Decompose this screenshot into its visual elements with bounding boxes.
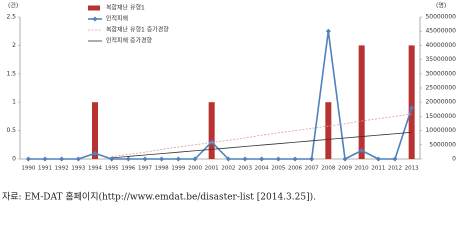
x-tick-label: 2000 bbox=[188, 166, 202, 172]
x-tick-label: 2008 bbox=[321, 166, 335, 172]
x-tick-label: 2011 bbox=[371, 166, 385, 172]
line bbox=[111, 113, 412, 158]
marker bbox=[259, 156, 265, 162]
x-tick-label: 1998 bbox=[155, 166, 169, 172]
y-unit: (건) bbox=[8, 2, 18, 10]
y-tick-label: 2.5 bbox=[6, 14, 16, 21]
x-tick-label: 2010 bbox=[355, 166, 369, 172]
x-tick-label: 2004 bbox=[255, 166, 269, 172]
marker bbox=[409, 105, 415, 111]
x-tick-label: 2003 bbox=[238, 166, 252, 172]
x-tick-label: 1992 bbox=[55, 166, 69, 172]
x-tick-label: 2012 bbox=[388, 166, 402, 172]
y2-tick-label: 30000000 bbox=[425, 70, 456, 77]
marker bbox=[142, 156, 148, 162]
y2-tick-label: 45000000 bbox=[425, 28, 456, 35]
legend-label: 복합재난 유형1 증가경향 bbox=[106, 26, 169, 34]
marker bbox=[209, 139, 215, 145]
marker bbox=[75, 156, 81, 162]
y2-tick-label: 15000000 bbox=[425, 113, 456, 120]
x-tick-label: 1996 bbox=[121, 166, 135, 172]
y2-tick-label: 0 bbox=[452, 156, 456, 163]
legend-label: 인적피해 bbox=[106, 15, 128, 23]
x-tick-label: 1995 bbox=[105, 166, 119, 172]
x-tick-label: 2006 bbox=[288, 166, 302, 172]
y2-tick-label: 25000000 bbox=[425, 85, 456, 92]
y-tick-label: 2 bbox=[12, 42, 16, 49]
marker bbox=[192, 156, 198, 162]
legend-marker bbox=[92, 16, 98, 22]
y2-tick-label: 5000000 bbox=[429, 141, 456, 148]
marker bbox=[225, 156, 231, 162]
y2-tick-label: 40000000 bbox=[425, 42, 456, 49]
marker bbox=[59, 156, 65, 162]
x-tick-label: 1993 bbox=[71, 166, 85, 172]
marker bbox=[125, 156, 131, 162]
marker bbox=[342, 156, 348, 162]
marker bbox=[109, 156, 115, 162]
marker bbox=[325, 28, 331, 34]
x-tick-label: 1991 bbox=[38, 166, 52, 172]
marker bbox=[392, 156, 398, 162]
legend-swatch bbox=[88, 5, 100, 11]
bar bbox=[358, 45, 365, 159]
x-tick-label: 2001 bbox=[205, 166, 219, 172]
y-tick-label: 0.5 bbox=[6, 127, 16, 134]
y2-tick-label: 35000000 bbox=[425, 56, 456, 63]
x-tick-label: 2013 bbox=[405, 166, 419, 172]
marker bbox=[292, 156, 298, 162]
x-tick-label: 2005 bbox=[271, 166, 285, 172]
line bbox=[111, 131, 412, 159]
line bbox=[28, 31, 413, 161]
marker bbox=[175, 156, 181, 162]
marker bbox=[275, 156, 281, 162]
y2-tick-label: 50000000 bbox=[425, 14, 456, 21]
marker bbox=[359, 147, 365, 153]
y2-tick-label: 10000000 bbox=[425, 127, 456, 134]
bar bbox=[208, 102, 215, 159]
x-tick-label: 2009 bbox=[338, 166, 352, 172]
marker bbox=[375, 156, 381, 162]
marker bbox=[159, 156, 165, 162]
x-tick-label: 1990 bbox=[21, 166, 35, 172]
marker bbox=[242, 156, 248, 162]
bar bbox=[408, 45, 415, 159]
x-tick-label: 2007 bbox=[305, 166, 319, 172]
y-tick-label: 1 bbox=[12, 99, 16, 106]
marker bbox=[42, 156, 48, 162]
y-tick-label: 0 bbox=[12, 156, 16, 163]
chart: (건) (명) 자료: EM-DAT 홈페이지(http://www.emdat… bbox=[2, 2, 456, 203]
marker bbox=[309, 156, 315, 162]
x-tick-label: 1997 bbox=[138, 166, 152, 172]
x-tick-label: 1999 bbox=[171, 166, 185, 172]
bar bbox=[325, 102, 332, 159]
x-tick-label: 1994 bbox=[88, 166, 102, 172]
legend-label: 인적피해 증가경향 bbox=[106, 37, 153, 45]
y2-tick-label: 20000000 bbox=[425, 99, 456, 106]
y2-unit: (명) bbox=[436, 2, 446, 10]
marker bbox=[25, 156, 31, 162]
source-note: 자료: EM-DAT 홈페이지(http://www.emdat.be/disa… bbox=[2, 191, 316, 203]
y-tick-label: 1.5 bbox=[6, 70, 16, 77]
x-tick-label: 2002 bbox=[221, 166, 235, 172]
bar bbox=[92, 102, 98, 159]
legend-label: 복합재난 유형1 bbox=[106, 4, 145, 12]
marker bbox=[92, 150, 98, 156]
